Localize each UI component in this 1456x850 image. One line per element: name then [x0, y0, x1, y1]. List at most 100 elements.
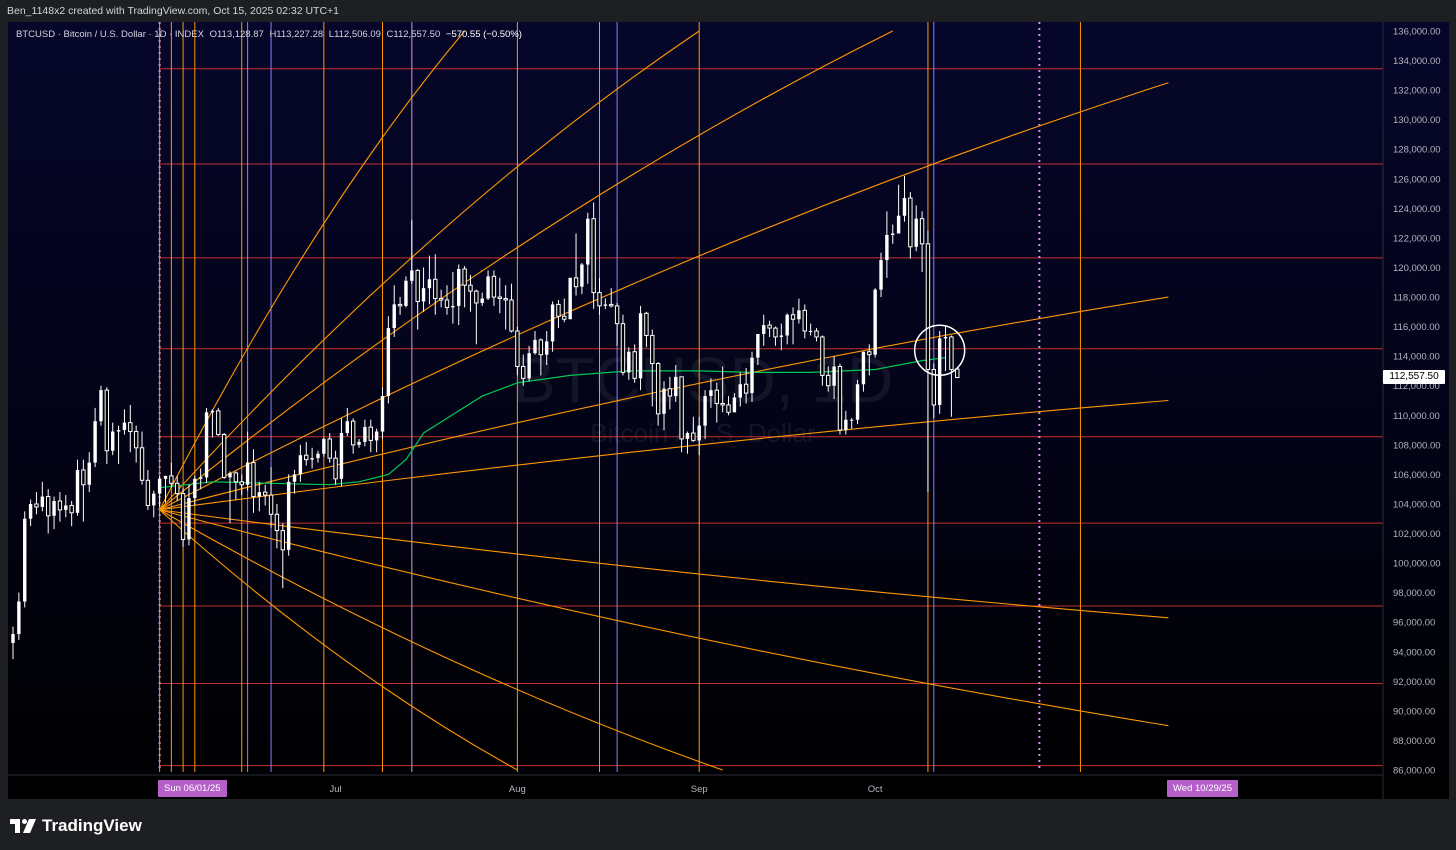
candle-body: [545, 341, 549, 355]
candle-body: [655, 363, 661, 415]
candle-body: [474, 290, 479, 304]
candle-body: [415, 269, 420, 302]
candle-body: [627, 351, 631, 373]
price-tick-label: 106,000.00: [1393, 470, 1441, 481]
candle-body: [316, 453, 320, 459]
candle-body: [333, 457, 338, 480]
candle-body: [187, 498, 191, 540]
candle-body: [34, 503, 39, 508]
price-tick-label: 98,000.00: [1393, 588, 1435, 599]
candle-body: [52, 501, 56, 516]
fan-line: [159, 82, 1169, 511]
candle-body: [515, 330, 520, 368]
candle-body: [245, 462, 250, 485]
low-value: L112,506.09: [328, 29, 381, 40]
tradingview-logo-icon: [10, 819, 36, 833]
candle-body: [404, 280, 408, 306]
candle-body: [139, 447, 145, 481]
candle-body: [779, 335, 784, 337]
candle-body: [169, 475, 174, 484]
candle-body: [785, 314, 789, 336]
start-date-marker[interactable]: Sun 06/01/25: [158, 780, 227, 797]
candle-body: [808, 331, 813, 333]
candle-body: [11, 634, 15, 643]
candle-body: [421, 288, 426, 302]
candle-body: [386, 328, 391, 397]
price-tick-label: 90,000.00: [1393, 706, 1435, 717]
candle-body: [849, 419, 854, 421]
candle-body: [104, 389, 110, 452]
candle-body: [210, 410, 215, 413]
candle-body: [697, 425, 701, 441]
tradingview-logo[interactable]: TradingView: [10, 815, 142, 837]
candle-body: [556, 303, 561, 317]
candle-body: [57, 500, 63, 511]
candle-body: [767, 324, 772, 329]
candle-body: [310, 458, 314, 460]
candle-body: [709, 390, 713, 397]
fan-line: [159, 30, 700, 511]
candle-body: [949, 336, 954, 370]
price-tick-label: 112,000.00: [1393, 381, 1440, 392]
candle-body: [292, 474, 297, 482]
candle-body: [837, 366, 843, 431]
candle-body: [591, 218, 596, 294]
candle-body: [573, 277, 579, 288]
candle-body: [64, 505, 68, 510]
candle-body: [268, 494, 274, 515]
end-date-marker[interactable]: Wed 10/29/25: [1167, 780, 1238, 797]
candle-body: [438, 298, 444, 301]
candle-body: [743, 383, 749, 394]
fan-line: [159, 30, 466, 511]
candle-body: [586, 218, 590, 265]
price-tick-label: 118,000.00: [1393, 293, 1440, 304]
symbol-name[interactable]: BTCUSD · Bitcoin / U.S. Dollar · 1D · IN…: [16, 29, 204, 40]
candle-body: [562, 315, 567, 320]
price-tick-label: 122,000.00: [1393, 233, 1441, 244]
price-tick-label: 136,000.00: [1393, 27, 1441, 38]
candle-body: [908, 197, 913, 248]
candle-body: [632, 351, 637, 379]
price-tick-label: 96,000.00: [1393, 618, 1435, 629]
candle-body: [756, 333, 760, 358]
candle-body: [45, 496, 51, 517]
candle-body: [193, 478, 197, 499]
candle-body: [762, 325, 766, 334]
candle-body: [363, 427, 367, 442]
candle-body: [550, 304, 555, 342]
candle-body: [93, 421, 97, 463]
candle-body: [397, 303, 403, 307]
chart-area[interactable]: BTCUSD, 1D Bitcoin / U.S. Dollar 136,000.0…: [8, 22, 1449, 799]
candle-body: [468, 284, 473, 292]
candle-body: [257, 492, 262, 497]
candle-body: [855, 384, 860, 420]
candle-body: [685, 433, 690, 439]
watermark-subtitle: Bitcoin / U.S. Dollar: [590, 418, 816, 448]
candle-body: [69, 504, 74, 514]
candle-body: [580, 264, 584, 287]
candle-body: [568, 277, 572, 320]
fan-line: [159, 509, 1169, 619]
candle-body: [133, 431, 139, 449]
candle-body: [304, 454, 309, 461]
price-tick-label: 116,000.00: [1393, 322, 1440, 333]
candle-body: [410, 270, 414, 281]
candle-body: [638, 313, 643, 379]
candle-body: [650, 334, 655, 365]
open-value: O113,128.87: [209, 29, 264, 40]
candle-body: [228, 472, 232, 478]
candle-body: [773, 327, 778, 338]
candle-body: [433, 278, 438, 300]
candle-body: [75, 469, 80, 513]
candle-body: [674, 376, 678, 397]
candle-body: [644, 312, 649, 336]
change-value: −570.55 (−0.50%): [445, 29, 522, 40]
candle-body: [679, 376, 684, 440]
chart-caption-bar: Ben_1148x2 created with TradingView.com,…: [0, 0, 1456, 22]
candle-body: [368, 426, 373, 441]
price-tick-label: 114,000.00: [1393, 352, 1440, 363]
last-price-tag: 112,557.50: [1383, 370, 1445, 384]
candle-body: [221, 433, 227, 478]
fan-line: [159, 509, 518, 771]
